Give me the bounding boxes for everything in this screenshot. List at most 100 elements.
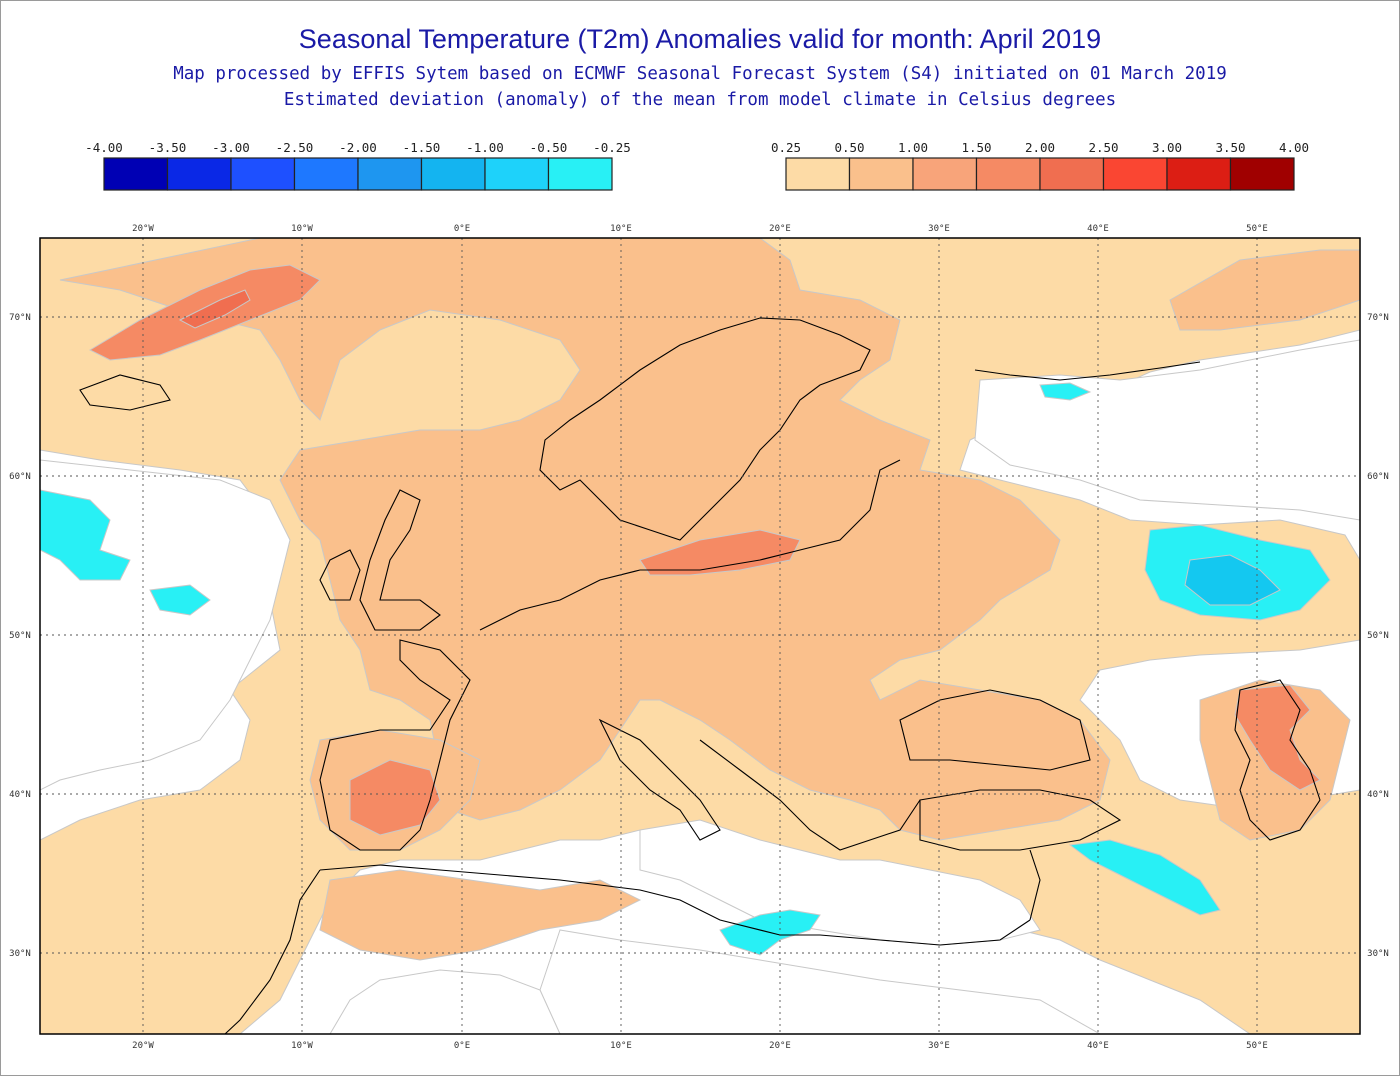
longitude-label-bottom: 10°E [610,1041,632,1051]
legend-positive: 0.25 0.50 1.00 1.50 2.00 2.50 3.00 3.50 4.00 [771,140,1309,191]
anomaly-field [40,238,1360,1034]
latitude-label-left: 70°N [9,313,31,323]
legend-negative-swatch [103,157,169,191]
longitude-label-top: 10°W [291,224,313,234]
coastline-balkans [699,739,921,851]
legend-negative-swatch [420,157,486,191]
latitude-label-left: 40°N [9,790,31,800]
longitude-label-bottom: 40°E [1087,1041,1109,1051]
anomaly-region-cold-kazakhstan-core [1184,554,1281,606]
coastline-italy [598,718,721,841]
legend-negative-label: -3.00 [212,140,250,155]
latitude-label-right: 70°N [1367,313,1389,323]
coastline-black-sea [899,689,1091,771]
latitude-label-left: 30°N [9,949,31,959]
legend-negative-label: -0.50 [530,140,568,155]
latitude-label-right: 30°N [1367,949,1389,959]
legend-negative-swatch [230,157,296,191]
legend-negative-swatch [166,157,232,191]
legend-negative-label: -2.50 [276,140,314,155]
latitude-label-left: 60°N [9,472,31,482]
latitude-label-left: 50°N [9,631,31,641]
latitude-label-right: 60°N [1367,472,1389,482]
legend-negative-swatch [484,157,550,191]
latitude-label-right: 50°N [1367,631,1389,641]
coastline-europe-west [319,639,471,851]
longitude-label-top: 50°E [1246,224,1268,234]
legend-positive-label: 0.50 [834,140,864,155]
axis-labels: 20°W 20°W 10°W 10°W 0°E 0°E 10°E 10°E 20°E 20°E 30… [9,224,1389,1051]
anomaly-region-medium-barents [1169,249,1360,331]
legend-positive-label: 0.25 [771,140,801,155]
longitude-label-top: 40°E [1087,224,1109,234]
legend-positive-label: 2.50 [1088,140,1118,155]
longitude-label-top: 30°E [928,224,950,234]
legend-positive-label: 2.00 [1025,140,1055,155]
legend-positive-label: 1.50 [961,140,991,155]
latitude-label-right: 40°N [1367,790,1389,800]
coastline-turkey [919,789,1122,851]
legend-negative-label: -4.00 [85,140,123,155]
legend-negative-label: -2.00 [339,140,377,155]
coastline-atlantic-africa [224,869,321,1034]
anomaly-region-medium-europe [59,238,1111,841]
legend-negative-label: -0.25 [593,140,631,155]
legend-positive-swatch [1039,157,1105,191]
legend-positive-label: 3.50 [1215,140,1245,155]
no-anomaly-mediterranean [639,819,1041,946]
legend-positive-swatch [975,157,1041,191]
legend-positive-swatch [1229,157,1295,191]
legend-positive-label: 1.00 [898,140,928,155]
anomaly-region-cold-arabia [1068,839,1221,916]
coastline-uk [359,489,441,631]
coastline-europe-north [479,459,901,631]
legend-negative-swatch [357,157,423,191]
anomaly-region-strong-caucasus [1234,684,1321,791]
legend-negative-label: -1.00 [466,140,504,155]
coastline-levant [1029,849,1041,921]
longitude-label-top: 20°E [769,224,791,234]
longitude-label-bottom: 30°E [928,1041,950,1051]
anomaly-region-medium-maghreb [319,869,642,961]
longitude-label-bottom: 0°E [454,1041,470,1051]
longitude-label-bottom: 20°E [769,1041,791,1051]
legend-positive-swatch [848,157,914,191]
coastline-iceland [79,374,171,411]
anomaly-region-cold-atlantic [40,489,131,581]
anomaly-region-cold-white-sea [1039,382,1092,401]
longitude-label-top: 10°E [610,224,632,234]
legend-positive-swatch [785,157,851,191]
anomaly-region-cold-azores [149,584,211,616]
legend-positive-swatch [1166,157,1232,191]
no-anomaly-west-africa [329,969,561,1034]
legend-positive-label: 3.00 [1152,140,1182,155]
legend-negative-label: -1.50 [403,140,441,155]
map-border [39,237,1361,1035]
map-subtitle-source: Map processed by EFFIS Sytem based on EC… [173,64,1227,84]
longitude-label-top: 20°W [132,224,154,234]
legend-positive-label: 4.00 [1279,140,1309,155]
coastline-north-africa [319,864,1031,946]
coastlines [79,317,1321,1034]
legend-negative: -4.00 -3.50 -3.00 -2.50 -2.00 -1.50 -1.00 -0.50… [85,140,631,191]
longitude-label-bottom: 50°E [1246,1041,1268,1051]
coastline-scandinavia [539,317,871,541]
coastline-ireland [319,549,361,601]
legend-negative-label: -3.50 [149,140,187,155]
map-subtitle-units: Estimated deviation (anomaly) of the mea… [283,90,1117,110]
longitude-label-bottom: 20°W [132,1041,154,1051]
anomaly-region-stronger-greenland-sea [178,289,251,329]
legend-positive-swatch [912,157,978,191]
coastline-caspian [1234,679,1321,841]
graticule [40,238,1360,1034]
legend-negative-swatch [547,157,613,191]
coastline-white-sea [974,361,1201,381]
legend-negative-swatch [293,157,359,191]
anomaly-region-strong-baltic [639,529,801,576]
map-title: Seasonal Temperature (T2m) Anomalies val… [298,24,1102,54]
anomaly-region-strong-iberia [349,759,441,836]
longitude-label-bottom: 10°W [291,1041,313,1051]
legend-positive-swatch [1102,157,1168,191]
longitude-label-top: 0°E [454,224,470,234]
